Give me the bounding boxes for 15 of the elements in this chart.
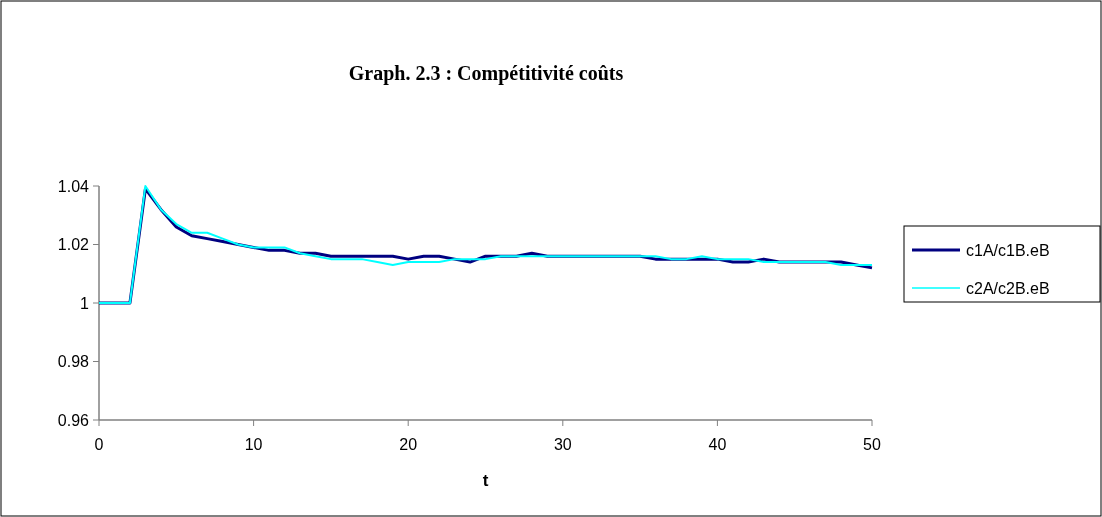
x-tick-label: 30 [553,436,572,453]
legend-label: c2A/c2B.eB [966,279,1050,297]
legend-label: c1A/c1B.eB [966,241,1050,259]
y-tick-label: 0.96 [57,411,90,429]
y-tick-label: 1 [80,294,90,312]
x-tick-label: 40 [708,436,727,453]
x-tick-label: 0 [94,436,104,453]
y-tick-label: 1.04 [57,177,90,195]
chart-title: Graph. 2.3 : Compétitivité coûts [348,62,624,85]
x-tick-label: 10 [244,436,263,453]
y-tick-label: 1.02 [57,236,90,254]
y-tick-label: 0.98 [57,353,90,371]
x-axis-title: t [482,471,489,490]
x-tick-label: 50 [863,436,881,453]
x-tick-label: 20 [399,436,418,453]
